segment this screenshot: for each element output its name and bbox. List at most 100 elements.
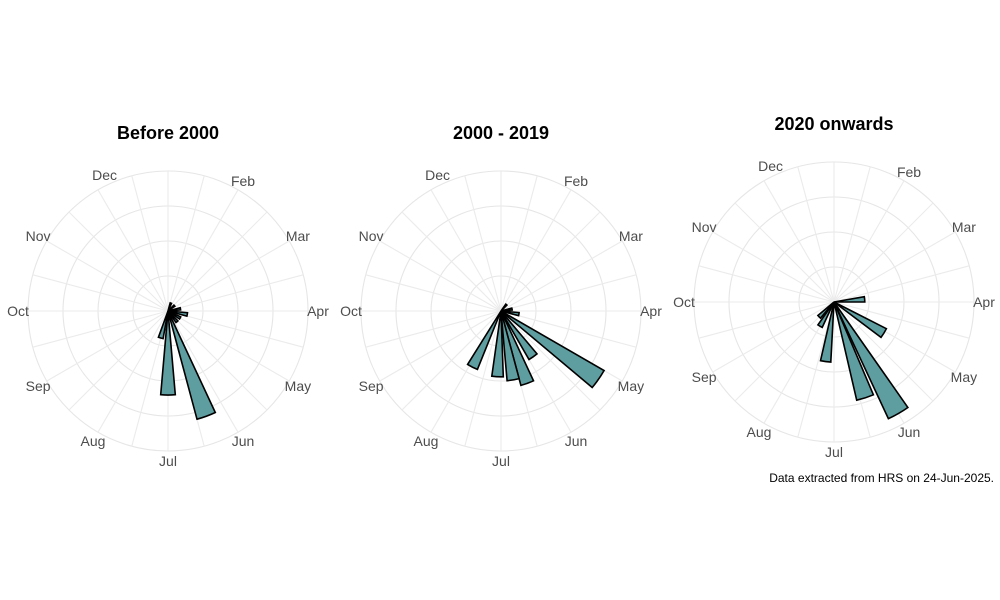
grid-spoke: [365, 274, 502, 312]
panel-2020-onwards: 2020 onwards Dec Feb Mar Apr May Jun Jul Aug Sep…: [673, 114, 995, 460]
grid-spoke: [97, 189, 169, 312]
grid-spoke: [500, 175, 538, 312]
month-label-nov: Nov: [359, 228, 384, 244]
grid-spoke: [401, 310, 502, 411]
grid-spoke: [167, 175, 205, 312]
bar-7: [500, 307, 514, 312]
grid-spoke: [763, 180, 835, 303]
month-label-jul: Jul: [159, 453, 177, 469]
grid-spoke: [833, 301, 934, 402]
month-label-oct: Oct: [673, 294, 695, 310]
bar-1: [500, 310, 539, 361]
grid-spoke: [464, 310, 502, 447]
bar-6: [157, 310, 169, 340]
month-label-dec: Dec: [92, 167, 117, 183]
month-label-aug: Aug: [414, 433, 439, 449]
grid-spoke: [712, 301, 835, 373]
grid-spoke: [500, 274, 637, 312]
grid-spoke: [430, 189, 502, 312]
grid-spoke: [68, 211, 169, 312]
bar-0: [833, 295, 866, 303]
grid-spoke: [167, 240, 290, 312]
bar-5: [816, 301, 835, 329]
bar-4: [167, 310, 217, 421]
grid-spoke: [46, 310, 169, 382]
month-label-mar: Mar: [952, 219, 976, 235]
month-label-nov: Nov: [692, 219, 717, 235]
bar-0: [500, 310, 606, 389]
grid-spoke: [167, 310, 268, 411]
grid-spoke: [365, 310, 502, 348]
grid-spoke: [500, 310, 601, 411]
grid-spoke: [712, 231, 835, 303]
bars: [157, 301, 217, 421]
panel-2000-2019: 2000 - 2019 Dec Feb Mar Apr May Jun Jul Aug Sep O…: [340, 123, 662, 469]
month-label-sep: Sep: [359, 378, 384, 394]
bar-8: [167, 303, 177, 312]
bar-6: [500, 310, 520, 317]
grid-spoke: [797, 166, 835, 303]
grid-spoke: [797, 301, 835, 438]
month-label-sep: Sep: [26, 378, 51, 394]
grid-spoke: [32, 274, 169, 312]
bar-0: [167, 306, 182, 312]
grid-spoke: [46, 240, 169, 312]
bar-3: [833, 301, 875, 402]
grid-spoke: [32, 310, 169, 348]
month-label-feb: Feb: [897, 164, 921, 180]
bar-8: [500, 302, 509, 312]
grid-spoke: [833, 202, 934, 303]
month-label-aug: Aug: [747, 424, 772, 440]
month-label-apr: Apr: [640, 303, 662, 319]
bars: [466, 302, 606, 389]
grid-spoke: [833, 231, 956, 303]
month-label-apr: Apr: [973, 294, 995, 310]
bar-4: [490, 310, 505, 378]
grid-spoke: [167, 310, 290, 382]
grid-spoke: [833, 166, 871, 303]
grid-spoke: [97, 310, 169, 433]
grid-spoke: [698, 265, 835, 303]
grid-spoke: [167, 211, 268, 312]
month-labels: Dec Feb Mar Apr May Jun Jul Aug Sep Oct Nov: [340, 167, 662, 469]
bar-1: [833, 301, 888, 339]
month-label-oct: Oct: [340, 303, 362, 319]
bar-2: [500, 310, 535, 387]
grid-spoke: [500, 211, 601, 312]
panel-before-2000: Before 2000 Dec Feb Mar Apr May Jun Jul Aug Sep O…: [7, 123, 329, 469]
grid-spoke: [379, 240, 502, 312]
grid-spoke: [167, 189, 239, 312]
panel-title: 2020 onwards: [774, 114, 893, 134]
data-source-caption: Data extracted from HRS on 24-Jun-2025.: [769, 471, 994, 485]
month-label-aug: Aug: [81, 433, 106, 449]
grid-spoke: [68, 310, 169, 411]
month-label-mar: Mar: [286, 228, 310, 244]
bar-2: [167, 310, 182, 321]
grid-spoke: [379, 310, 502, 382]
grid-spoke: [833, 301, 970, 339]
month-label-nov: Nov: [26, 228, 51, 244]
grid-spoke: [131, 175, 169, 312]
bar-3: [500, 310, 521, 382]
month-label-sep: Sep: [692, 369, 717, 385]
bar-4: [819, 301, 835, 363]
month-label-jul: Jul: [825, 444, 843, 460]
grid-spoke: [698, 301, 835, 339]
bars: [816, 295, 910, 420]
grid-spoke: [464, 175, 502, 312]
bar-6: [816, 301, 835, 320]
month-label-dec: Dec: [425, 167, 450, 183]
month-labels: Dec Feb Mar Apr May Jun Jul Aug Sep Oct Nov: [7, 167, 329, 469]
month-label-feb: Feb: [231, 173, 255, 189]
bar-3: [167, 310, 180, 324]
grid-spoke: [401, 211, 502, 312]
panel-title: 2000 - 2019: [453, 123, 549, 143]
bar-5: [159, 310, 177, 396]
grid-spoke: [167, 310, 304, 348]
month-label-feb: Feb: [564, 173, 588, 189]
month-label-dec: Dec: [758, 158, 783, 174]
grid-spoke: [167, 310, 239, 433]
bar-2: [833, 301, 910, 420]
grid-spoke: [500, 240, 623, 312]
